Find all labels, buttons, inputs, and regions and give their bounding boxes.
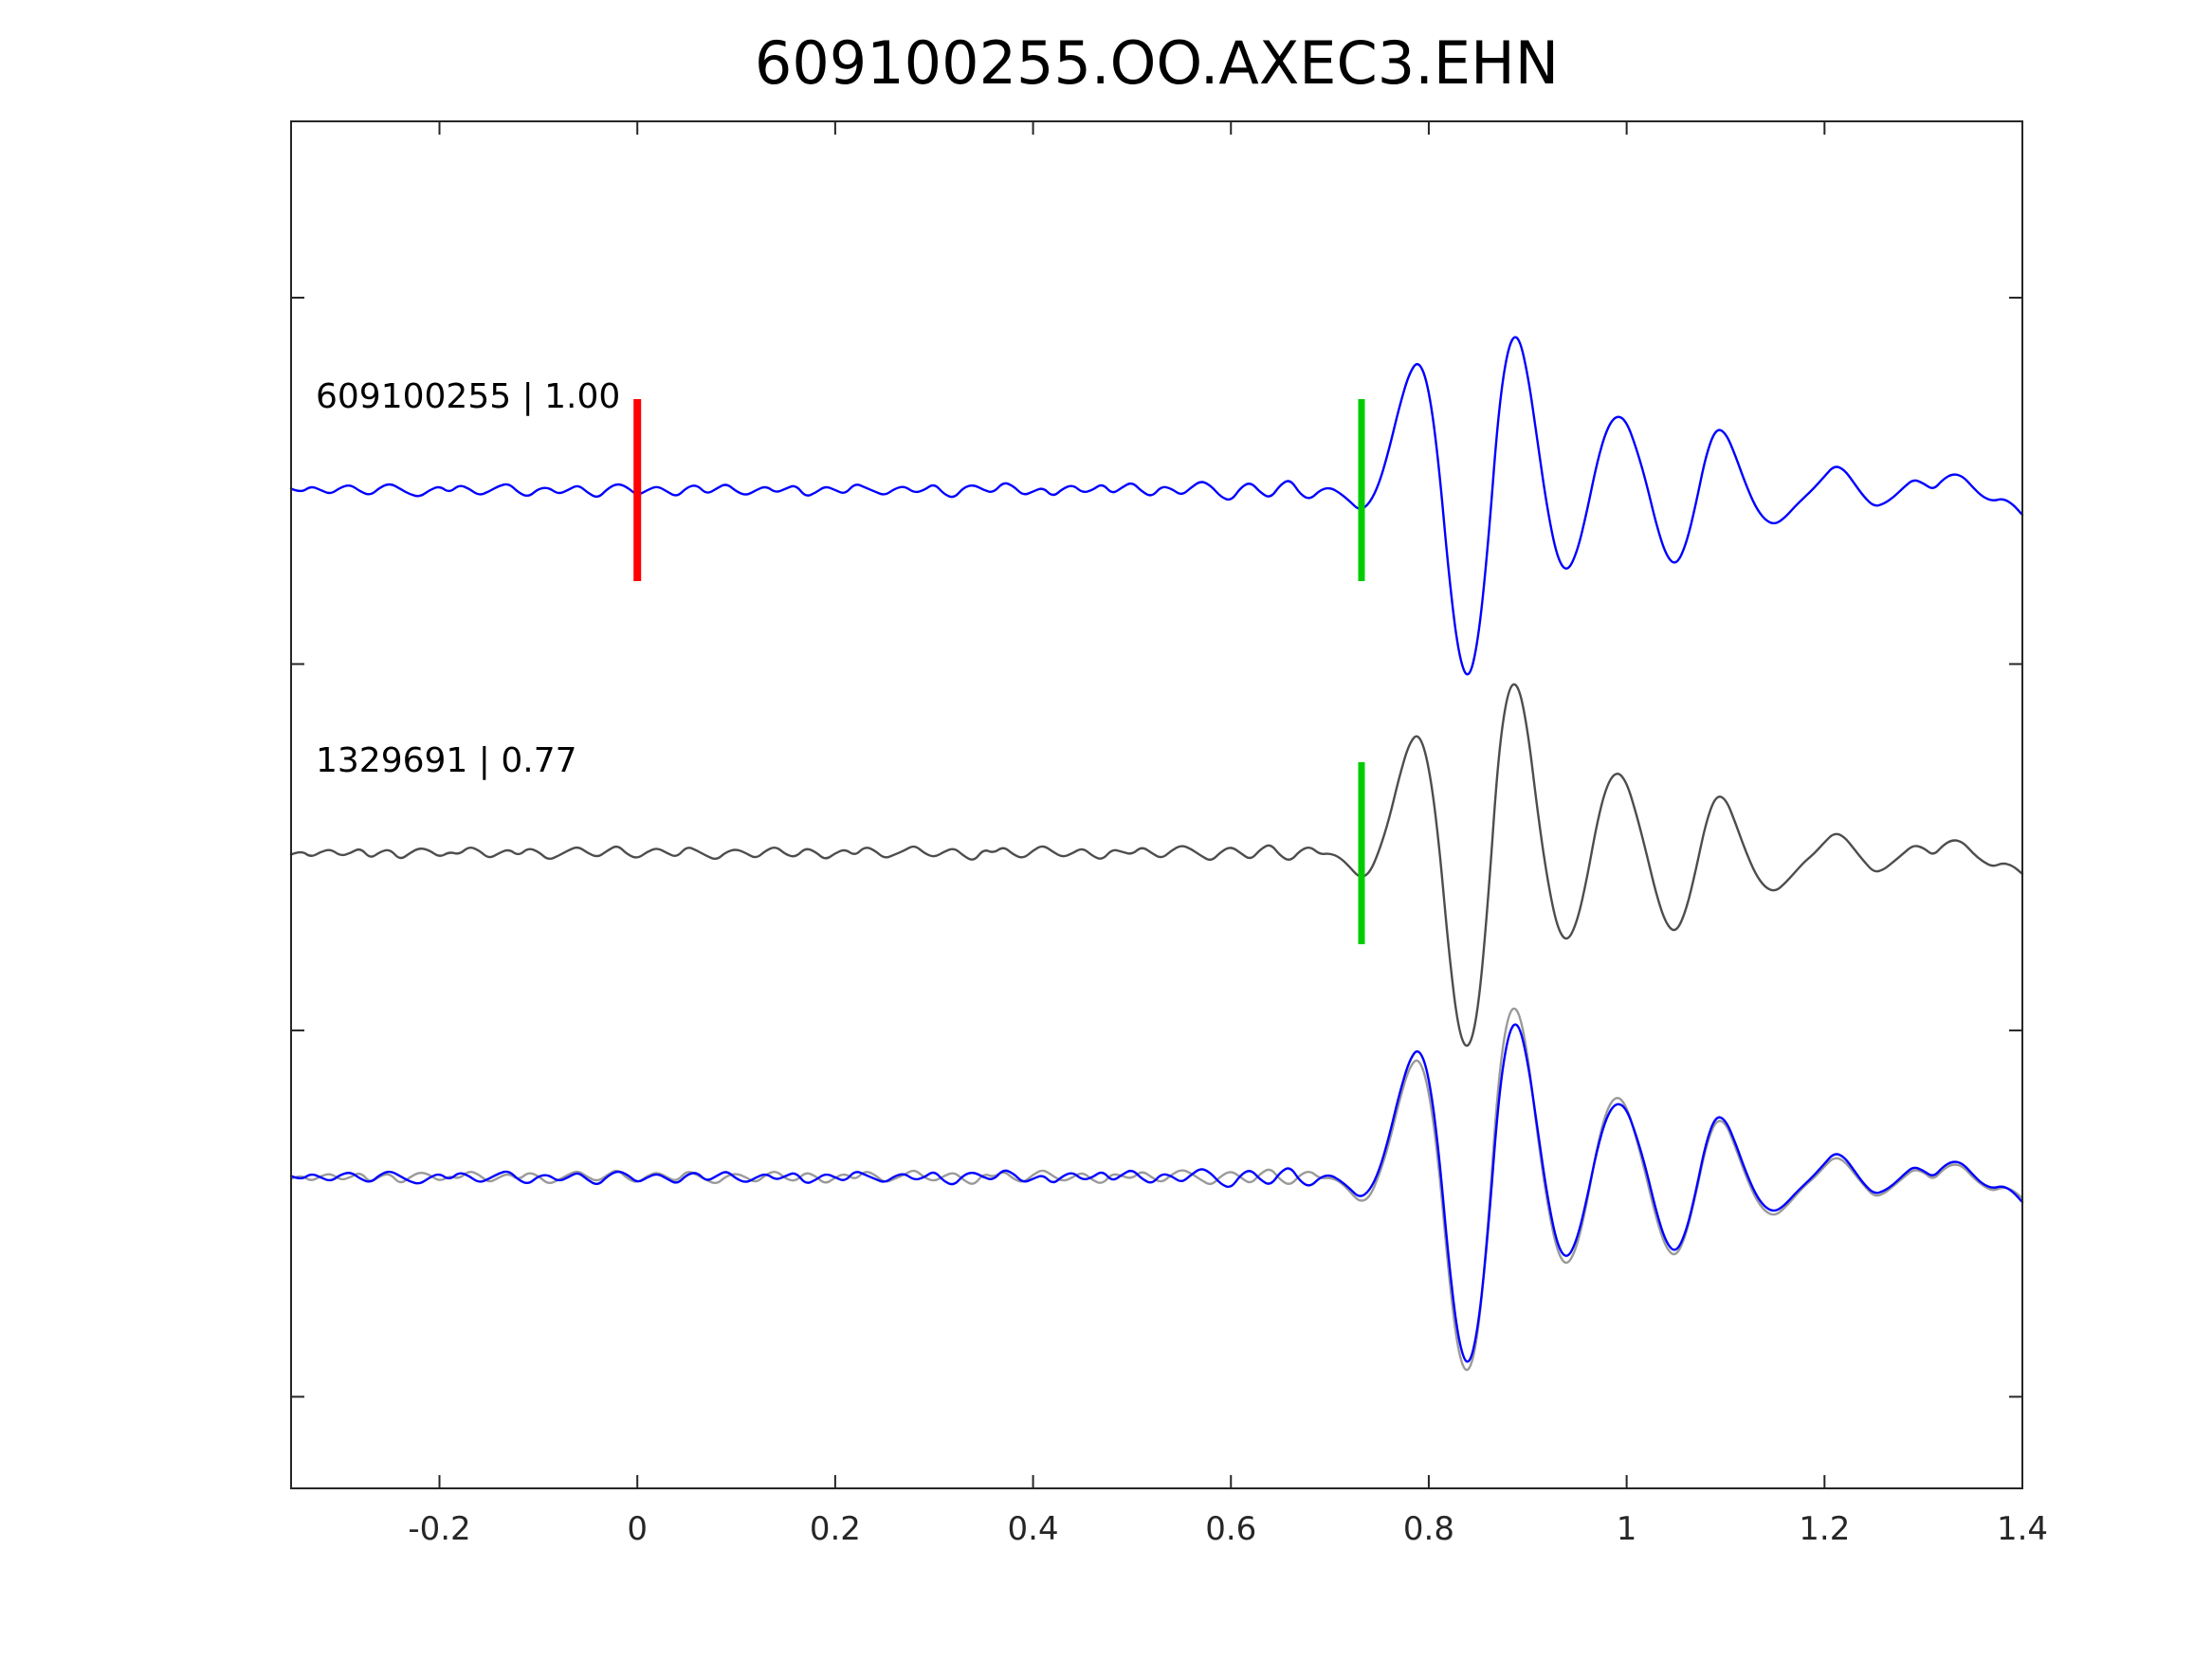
trace2-label: 1329691 | 0.77: [316, 741, 577, 780]
x-tick-label: 0.8: [1403, 1510, 1454, 1548]
waveform-trace-template: [289, 1023, 2024, 1363]
x-tick-label: -0.2: [408, 1510, 470, 1548]
x-tick-label: 1.4: [1997, 1510, 2048, 1548]
x-tick-label: 0.6: [1205, 1510, 1256, 1548]
waveform-trace-detection: [289, 683, 2024, 1048]
x-tick-label: 0.2: [810, 1510, 861, 1548]
waveform-trace-template: [289, 336, 2024, 676]
x-tick-label: 0.4: [1008, 1510, 1059, 1548]
x-tick-label: 1.2: [1799, 1510, 1850, 1548]
chart-title: 609100255.OO.AXEC3.EHN: [754, 28, 1560, 98]
axes-box: [290, 120, 2023, 1489]
trace1-label: 609100255 | 1.00: [316, 377, 621, 416]
x-tick-label: 0: [627, 1510, 648, 1548]
x-tick-label: 1: [1617, 1510, 1637, 1548]
waveform-trace-detection: [289, 1007, 2024, 1372]
